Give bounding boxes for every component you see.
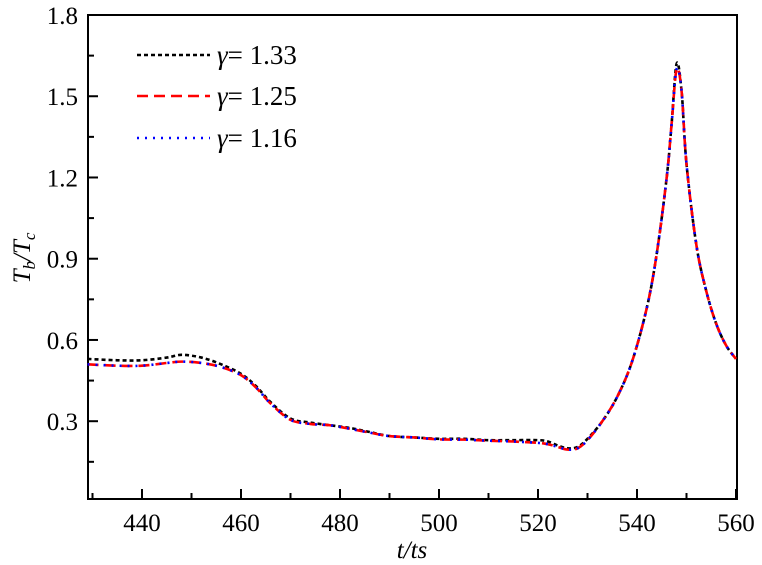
y-tick-label: 1.8	[47, 3, 78, 30]
y-tick-label: 0.6	[47, 328, 78, 355]
legend: γ= 1.33 γ= 1.25 γ= 1.16	[137, 40, 297, 153]
legend-label: γ= 1.33	[217, 40, 297, 70]
x-tick-label: 440	[123, 510, 161, 537]
plot-frame	[87, 14, 738, 500]
series-line-1-33	[87, 61, 738, 450]
x-tick-label: 480	[321, 510, 359, 537]
x-tick-label: 540	[618, 510, 656, 537]
y-axis-title: Tb/Tc	[9, 232, 39, 283]
y-axis-ticks: 0.3 0.6 0.9 1.2 1.5 1.8	[47, 3, 98, 463]
x-axis-ticks: 440 460 480 500 520 540 560	[91, 489, 755, 537]
x-tick-label: 460	[222, 510, 260, 537]
series-line-1-25	[87, 66, 738, 452]
legend-label: γ= 1.25	[217, 81, 297, 111]
data-series	[87, 61, 738, 452]
legend-label: γ= 1.16	[217, 123, 297, 153]
x-tick-label: 500	[420, 510, 458, 537]
series-line-1-16	[87, 66, 738, 452]
x-axis-title: t/ts	[397, 537, 428, 564]
svg-text:Tb/Tc: Tb/Tc	[9, 232, 39, 283]
y-tick-label: 1.2	[47, 165, 78, 192]
x-tick-label: 560	[717, 510, 755, 537]
x-tick-label: 520	[519, 510, 557, 537]
y-tick-label: 0.3	[47, 409, 78, 436]
y-tick-label: 1.5	[47, 84, 78, 111]
y-tick-label: 0.9	[47, 247, 78, 274]
